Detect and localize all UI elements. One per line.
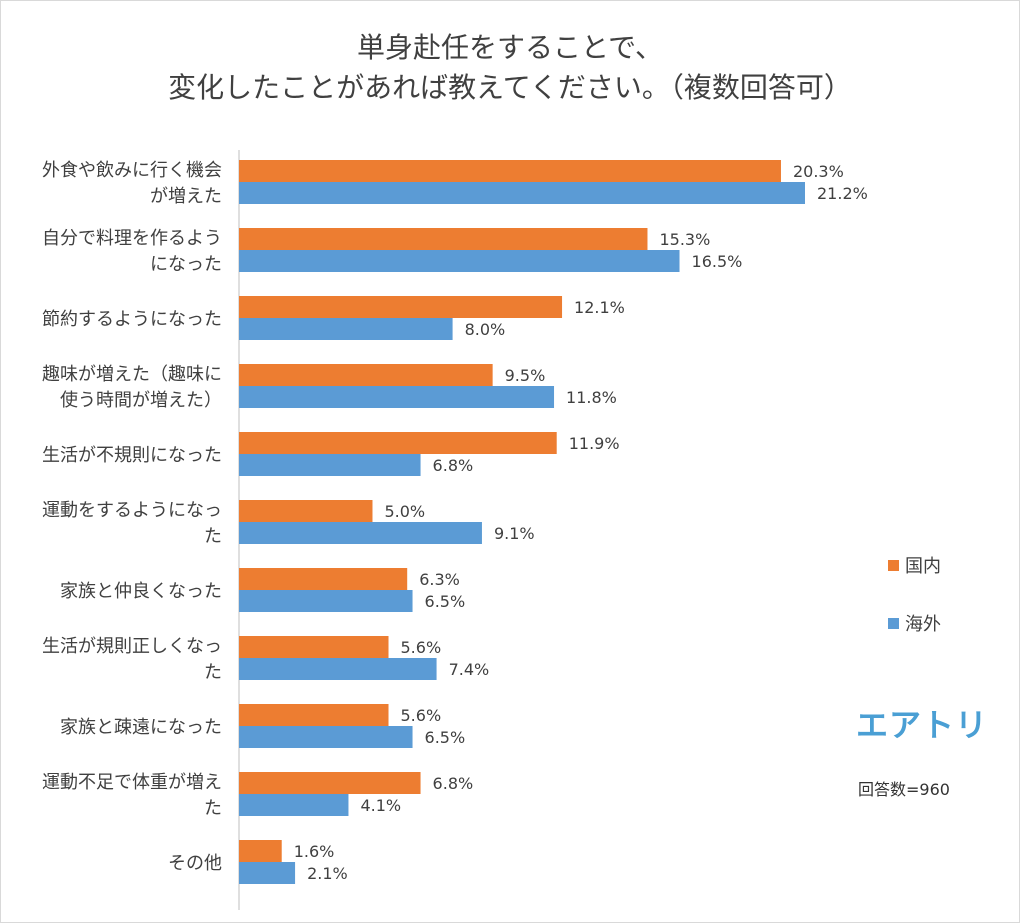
bar-overseas xyxy=(239,386,555,408)
data-label-domestic: 5.6% xyxy=(401,706,442,725)
category-label: 趣味が増えた（趣味に xyxy=(42,364,222,385)
bar-overseas xyxy=(239,522,482,544)
chart-title: 単身赴任をすることで、 変化したことがあれば教えてください。（複数回答可） xyxy=(0,28,1020,108)
bar-overseas xyxy=(239,182,805,204)
category-label: た xyxy=(204,526,222,547)
legend-item-overseas: 海外 xyxy=(888,610,941,636)
data-label-overseas: 4.1% xyxy=(360,796,401,815)
data-label-overseas: 16.5% xyxy=(692,252,743,271)
data-label-domestic: 1.6% xyxy=(294,842,335,861)
bar-overseas xyxy=(239,318,453,340)
bar-domestic xyxy=(239,296,563,318)
category-label: 運動不足で体重が増え xyxy=(42,772,222,793)
data-label-domestic: 9.5% xyxy=(505,366,546,385)
bar-overseas xyxy=(239,590,413,612)
data-label-overseas: 6.5% xyxy=(425,592,466,611)
data-label-overseas: 8.0% xyxy=(465,320,506,339)
category-label: が増えた xyxy=(150,186,222,207)
data-label-overseas: 7.4% xyxy=(449,660,490,679)
category-label: 家族と仲良くなった xyxy=(60,581,222,602)
data-label-domestic: 12.1% xyxy=(574,298,625,317)
data-label-overseas: 2.1% xyxy=(307,864,348,883)
data-label-domestic: 11.9% xyxy=(569,434,620,453)
category-label: 節約するようになった xyxy=(42,309,222,330)
bar-domestic xyxy=(239,704,389,726)
data-label-overseas: 11.8% xyxy=(566,388,617,407)
category-label: 使う時間が増えた） xyxy=(60,390,222,411)
chart-title-line-2: 変化したことがあれば教えてください。（複数回答可） xyxy=(168,71,852,104)
bar-overseas xyxy=(239,862,296,884)
data-label-overseas: 6.5% xyxy=(425,728,466,747)
category-label: 生活が不規則になった xyxy=(42,445,222,466)
bar-overseas xyxy=(239,250,680,272)
legend-swatch-overseas xyxy=(888,617,899,629)
data-label-overseas: 9.1% xyxy=(494,524,535,543)
legend-label-domestic: 国内 xyxy=(905,556,941,577)
data-label-domestic: 6.3% xyxy=(419,570,460,589)
category-label: 生活が規則正しくなっ xyxy=(42,636,222,657)
bar-overseas xyxy=(239,454,421,476)
category-label: その他 xyxy=(168,853,222,874)
category-label: た xyxy=(204,798,222,819)
data-label-overseas: 21.2% xyxy=(817,184,868,203)
data-label-domestic: 20.3% xyxy=(793,162,844,181)
category-label: 外食や飲みに行く機会 xyxy=(42,160,222,181)
data-label-domestic: 15.3% xyxy=(659,230,710,249)
chart-title-line-1: 単身赴任をすることで、 xyxy=(356,31,664,64)
legend-label-overseas: 海外 xyxy=(905,614,941,635)
bar-domestic xyxy=(239,568,408,590)
bar-domestic xyxy=(239,840,282,862)
bar-overseas xyxy=(239,658,437,680)
bar-domestic xyxy=(239,364,493,386)
category-label: た xyxy=(204,662,222,683)
bar-overseas xyxy=(239,794,349,816)
category-label: 自分で料理を作るよう xyxy=(42,228,222,249)
category-label: 運動をするようになっ xyxy=(42,500,222,521)
brand-logo: エアトリ xyxy=(856,706,989,744)
legend-swatch-domestic xyxy=(888,559,899,571)
respondent-count: 回答数=960 xyxy=(858,780,950,799)
bar-domestic xyxy=(239,432,557,454)
bar-domestic xyxy=(239,160,781,182)
bar-domestic xyxy=(239,228,648,250)
data-label-domestic: 5.6% xyxy=(401,638,442,657)
bar-domestic xyxy=(239,772,421,794)
bar-overseas xyxy=(239,726,413,748)
data-label-domestic: 5.0% xyxy=(384,502,425,521)
category-label: 家族と疎遠になった xyxy=(60,717,222,738)
category-label: になった xyxy=(150,254,222,275)
data-label-domestic: 6.8% xyxy=(433,774,474,793)
bar-domestic xyxy=(239,500,373,522)
legend-item-domestic: 国内 xyxy=(888,552,941,578)
data-label-overseas: 6.8% xyxy=(433,456,474,475)
bar-domestic xyxy=(239,636,389,658)
